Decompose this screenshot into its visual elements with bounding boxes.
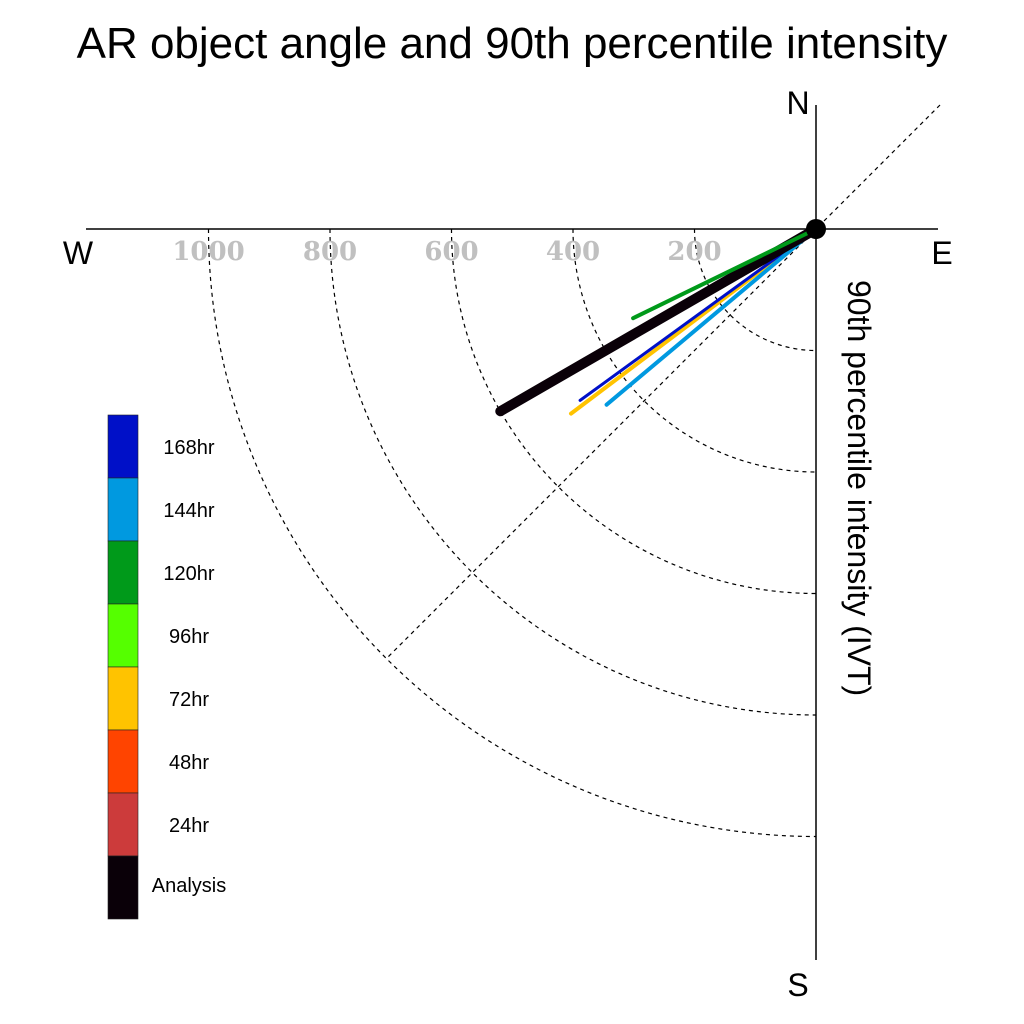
legend-label-48hr: 48hr — [169, 752, 209, 774]
radial-tick-labels: 200 400 600 800 1000 — [172, 237, 721, 267]
vector-144hr — [604, 227, 818, 407]
vector-168hr — [578, 227, 818, 402]
legend-label-120hr: 120hr — [163, 563, 214, 585]
legend-swatch-120hr — [107, 540, 139, 605]
tick-label-400: 400 — [546, 237, 600, 267]
south-label: S — [787, 967, 808, 1003]
vector-analysis — [495, 224, 821, 417]
y-axis-label: 90th percentile intensity (IVT) — [841, 280, 877, 696]
tick-label-800: 800 — [303, 237, 357, 267]
legend-swatch-48hr — [107, 729, 139, 794]
grid-arc-1000 — [207, 228, 817, 838]
grid-arc-800 — [329, 228, 817, 716]
west-label: W — [63, 235, 94, 271]
legend-label-72hr: 72hr — [169, 689, 209, 711]
legend-label-144hr: 144hr — [163, 500, 214, 522]
grid-arc-200 — [693, 228, 817, 352]
tick-label-200: 200 — [667, 237, 721, 267]
legend-swatch-144hr — [107, 477, 139, 542]
legend-label-96hr: 96hr — [169, 626, 209, 648]
legend-swatch-analysis — [107, 855, 139, 920]
east-label: E — [931, 235, 952, 271]
legend-label-analysis: Analysis — [152, 875, 226, 897]
chart-title: AR object angle and 90th percentile inte… — [77, 19, 948, 68]
legend-label-168hr: 168hr — [163, 437, 214, 459]
origin-marker — [806, 219, 826, 239]
legend-swatch-24hr — [107, 792, 139, 857]
legend-swatch-72hr — [107, 666, 139, 731]
diagonal-guide — [386, 104, 941, 659]
radial-grid — [207, 228, 817, 838]
legend-swatch-96hr — [107, 603, 139, 668]
tick-label-1000: 1000 — [172, 237, 244, 267]
north-label: N — [786, 85, 809, 121]
series-vectors — [495, 224, 821, 417]
legend: 168hr 144hr 120hr 96hr 72hr 48hr 24hr Analysis — [107, 414, 226, 920]
legend-swatch-168hr — [107, 414, 139, 479]
legend-label-24hr: 24hr — [169, 815, 209, 837]
tick-label-600: 600 — [424, 237, 478, 267]
vector-120hr — [631, 227, 818, 321]
